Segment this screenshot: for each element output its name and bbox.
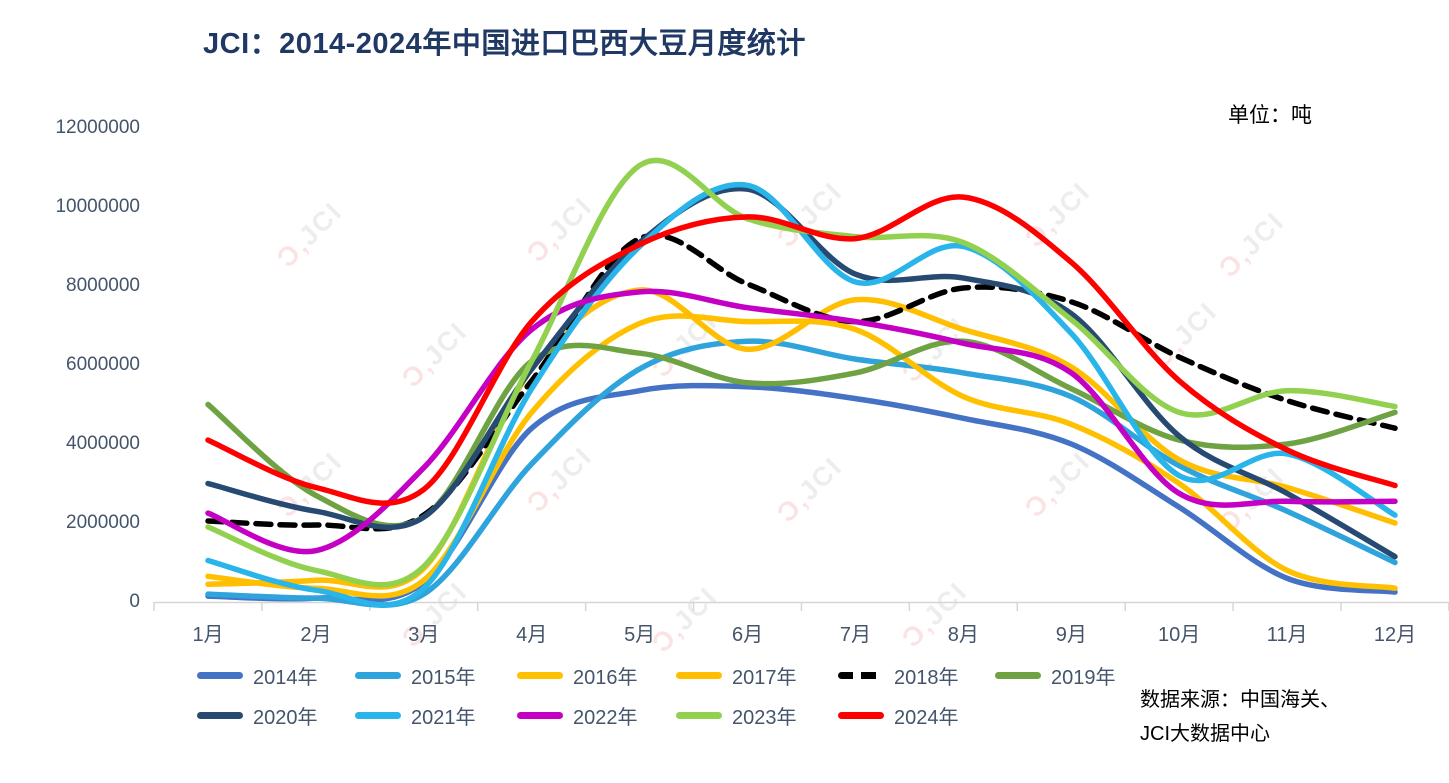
y-axis-tick-label: 2000000 — [66, 512, 140, 533]
x-axis-tick-label: 5月 — [624, 624, 656, 646]
series-line-2024 — [205, 194, 1398, 506]
series-line-2021 — [205, 181, 1398, 608]
legend-swatch-icon — [995, 671, 1041, 679]
legend-item-2024: 2024年 — [838, 698, 959, 732]
legend-item-2020: 2020年 — [197, 698, 318, 732]
legend-label: 2023年 — [732, 706, 797, 729]
series-line-2017 — [205, 287, 1398, 590]
legend-swatch-icon — [676, 711, 722, 719]
legend-item-2016: 2016年 — [517, 658, 638, 692]
chart-title: JCI：2014-2024年中国进口巴西大豆月度统计 — [203, 28, 806, 60]
x-axis-tick-label: 4月 — [516, 624, 548, 646]
x-axis-tick-label: 8月 — [947, 624, 979, 646]
legend-label: 2019年 — [1051, 666, 1116, 689]
series-line-2023 — [205, 157, 1398, 588]
x-axis-tick-label: 2月 — [300, 624, 332, 646]
x-axis-tick-label: 1月 — [192, 624, 224, 646]
legend-swatch-icon — [197, 671, 243, 679]
y-axis-tick-label: 8000000 — [66, 275, 140, 296]
y-axis-tick-label: 12000000 — [55, 117, 140, 138]
unit-label: 单位：吨 — [1228, 104, 1312, 127]
legend-item-2017: 2017年 — [676, 658, 797, 692]
x-axis-tick-label: 11月 — [1266, 624, 1308, 646]
legend-label: 2014年 — [253, 666, 318, 689]
legend-label: 2022年 — [573, 706, 638, 729]
legend-row-2: 2020年 2021年 2022年 2023年 2024年 — [0, 698, 1449, 732]
legend-item-2023: 2023年 — [676, 698, 797, 732]
legend-item-2014: 2014年 — [197, 658, 318, 692]
series-line-2014 — [205, 382, 1398, 603]
series-line-2016 — [205, 313, 1398, 599]
legend-row-1: 2014年 2015年 2016年 2017年 2018年 2019年 — [0, 658, 1449, 692]
legend-label: 2017年 — [732, 666, 797, 689]
legend-swatch-icon — [838, 711, 884, 719]
y-axis-tick-label: 6000000 — [66, 354, 140, 375]
legend-swatch-icon — [197, 711, 243, 719]
y-axis-tick-label: 4000000 — [66, 433, 140, 454]
legend-label: 2016年 — [573, 666, 638, 689]
y-axis-tick-label: 0 — [129, 591, 140, 612]
legend-label: 2015年 — [411, 666, 476, 689]
legend-item-2015: 2015年 — [355, 658, 476, 692]
x-axis-tick-label: 7月 — [839, 624, 872, 646]
source-note-line2: JCI大数据中心 — [1140, 723, 1270, 745]
series-line-2022 — [205, 288, 1398, 555]
x-axis-tick-label: 3月 — [408, 624, 440, 646]
legend-label: 2024年 — [894, 706, 959, 729]
legend-item-2021: 2021年 — [355, 698, 476, 732]
x-axis-tick-label: 6月 — [731, 624, 764, 646]
x-axis-tick-label: 10月 — [1158, 624, 1201, 646]
series-line-2019 — [205, 338, 1398, 529]
legend-swatch-icon — [355, 711, 401, 719]
legend-item-2018: 2018年 — [838, 658, 959, 692]
legend-swatch-icon — [355, 671, 401, 679]
x-axis-tick-label: 9月 — [1055, 624, 1087, 646]
legend-label: 2020年 — [253, 706, 318, 729]
legend-swatch-icon — [517, 671, 563, 679]
legend-swatch-icon — [838, 671, 884, 679]
legend-swatch-icon — [517, 711, 563, 719]
y-axis-tick-label: 10000000 — [55, 196, 140, 217]
legend-label: 2018年 — [894, 666, 959, 689]
legend-item-2022: 2022年 — [517, 698, 638, 732]
source-note-line1: 数据来源：中国海关、 — [1140, 689, 1340, 711]
legend-item-2019: 2019年 — [995, 658, 1116, 692]
legend-swatch-icon — [676, 671, 722, 679]
source-note: 数据来源：中国海关、 JCI大数据中心 — [1140, 683, 1340, 751]
legend-label: 2021年 — [411, 706, 476, 729]
series-line-2015 — [205, 338, 1398, 608]
x-axis-tick-label: 12月 — [1373, 624, 1417, 646]
